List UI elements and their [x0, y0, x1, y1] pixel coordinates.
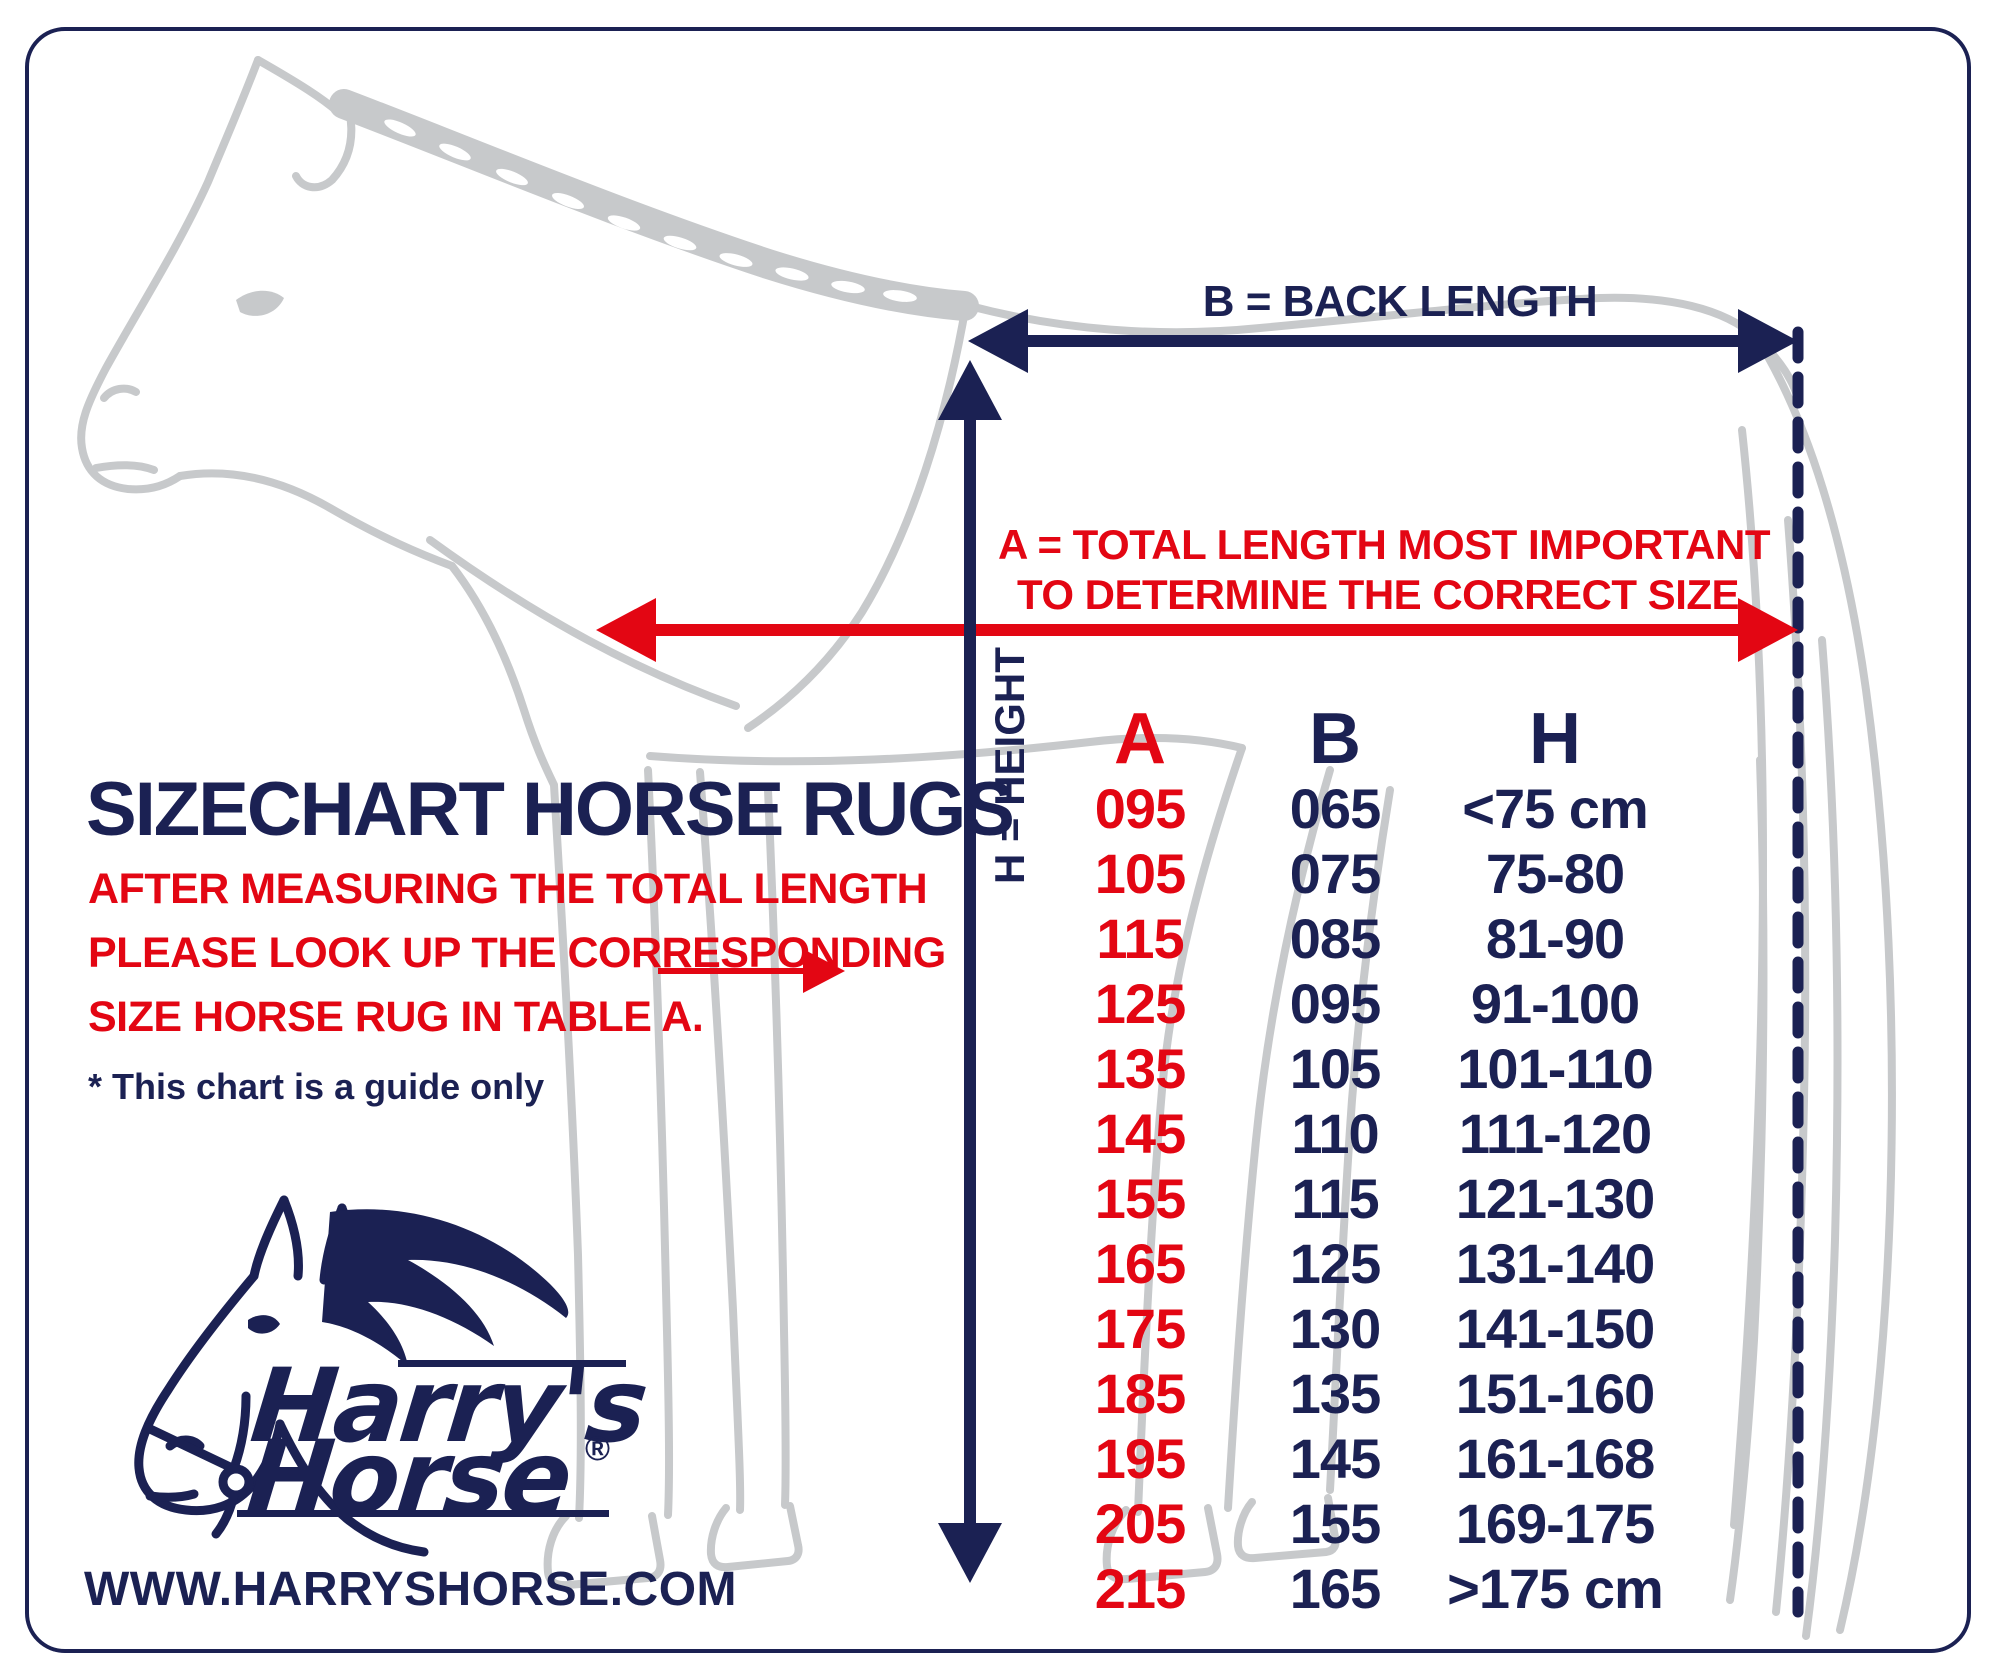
table-cell: 115: [1291, 1167, 1379, 1230]
table-cell: 161-168: [1455, 1427, 1656, 1490]
horse-mane-braid: [329, 89, 979, 321]
mane-braid-holes: [384, 119, 917, 302]
instruction-line2: PLEASE LOOK UP THE CORRESPONDING: [88, 929, 946, 977]
back-length-label: B = BACK LENGTH: [1202, 277, 1598, 326]
table-cell: 085: [1289, 907, 1381, 970]
height-arrow: [938, 360, 1002, 1583]
horse-eye: [236, 290, 284, 316]
table-cell: 145: [1094, 1102, 1186, 1165]
table-cell: 105: [1289, 1037, 1381, 1100]
table-row: 175 130 141-150: [1040, 1296, 1680, 1361]
table-cell: 91-100: [1470, 972, 1640, 1035]
table-cell: 141-150: [1455, 1297, 1656, 1360]
table-cell: 121-130: [1455, 1167, 1656, 1230]
table-row: 205 155 169-175: [1040, 1491, 1680, 1556]
table-row: 185 135 151-160: [1040, 1361, 1680, 1426]
table-cell: 75-80: [1485, 842, 1625, 905]
table-cell: 195: [1094, 1427, 1186, 1490]
table-cell: 215: [1094, 1557, 1186, 1620]
table-row: 135 105 101-110: [1040, 1036, 1680, 1101]
total-length-label-line1: A = TOTAL LENGTH MOST IMPORTANT: [998, 521, 1770, 568]
table-cell: 175: [1094, 1297, 1186, 1360]
horse-outline: [77, 56, 1896, 1640]
table-cell: 169-175: [1455, 1492, 1656, 1555]
table-cell: 065: [1289, 777, 1381, 840]
card-border: [25, 27, 1971, 1653]
size-table: A B H 095 065 <75 cm 105 075 75-80 115 0…: [1040, 698, 1680, 1621]
table-row: 115 085 81-90: [1040, 906, 1680, 971]
table-cell: 185: [1094, 1362, 1186, 1425]
table-row: 155 115 121-130: [1040, 1166, 1680, 1231]
page-title: SIZECHART HORSE RUGS: [86, 767, 1015, 852]
table-cell: 155: [1289, 1492, 1381, 1555]
table-cell: 125: [1094, 972, 1186, 1035]
table-cell: 075: [1289, 842, 1381, 905]
table-cell: 81-90: [1485, 907, 1625, 970]
table-row: 165 125 131-140: [1040, 1231, 1680, 1296]
logo-horse-eye: [248, 1315, 280, 1334]
logo-horse-mane: [322, 1209, 569, 1366]
table-row: 105 075 75-80: [1040, 841, 1680, 906]
table-cell: 101-110: [1457, 1037, 1653, 1100]
total-length-label-line2: TO DETERMINE THE CORRECT SIZE: [1016, 571, 1740, 618]
table-cell: 165: [1094, 1232, 1186, 1295]
table-cell: >175 cm: [1447, 1557, 1664, 1620]
table-row: 145 110 111-120: [1040, 1101, 1680, 1166]
table-cell: 155: [1094, 1167, 1186, 1230]
table-pointer-arrow: [658, 949, 845, 993]
website-url: WWW.HARRYSHORSE.COM: [84, 1563, 738, 1616]
table-header-b: B: [1309, 699, 1361, 779]
instruction-line3: SIZE HORSE RUG IN TABLE A.: [88, 993, 704, 1041]
table-cell: 125: [1289, 1232, 1381, 1295]
guide-note: * This chart is a guide only: [88, 1066, 545, 1107]
table-cell: 111-120: [1458, 1102, 1652, 1165]
table-cell: 131-140: [1455, 1232, 1656, 1295]
table-cell: 110: [1291, 1102, 1379, 1165]
table-cell: 130: [1289, 1297, 1381, 1360]
table-row: 215 165 >175 cm: [1040, 1556, 1680, 1621]
table-cell: 135: [1289, 1362, 1381, 1425]
table-cell: 205: [1094, 1492, 1186, 1555]
table-header-h: H: [1529, 699, 1581, 779]
total-length-arrow: [596, 598, 1798, 662]
table-cell: 165: [1289, 1557, 1381, 1620]
wordmark-rule-top: [398, 1360, 626, 1367]
table-cell: <75 cm: [1462, 777, 1649, 840]
registered-mark: ®: [585, 1430, 611, 1468]
back-length-arrow: [968, 309, 1798, 373]
table-cell: 151-160: [1455, 1362, 1656, 1425]
table-row: 195 145 161-168: [1040, 1426, 1680, 1491]
table-cell: 145: [1289, 1427, 1381, 1490]
table-header-row: A B H: [1040, 698, 1680, 779]
table-header-a: A: [1114, 699, 1166, 779]
table-cell: 135: [1094, 1037, 1186, 1100]
table-cell: 115: [1096, 907, 1184, 970]
table-cell: 095: [1094, 777, 1186, 840]
table-row: 095 065 <75 cm: [1040, 776, 1680, 841]
table-cell: 095: [1289, 972, 1381, 1035]
table-cell: 105: [1094, 842, 1186, 905]
table-row: 125 095 91-100: [1040, 971, 1680, 1036]
instruction-line1: AFTER MEASURING THE TOTAL LENGTH: [88, 865, 928, 913]
wordmark-rule-bottom: [237, 1510, 609, 1517]
